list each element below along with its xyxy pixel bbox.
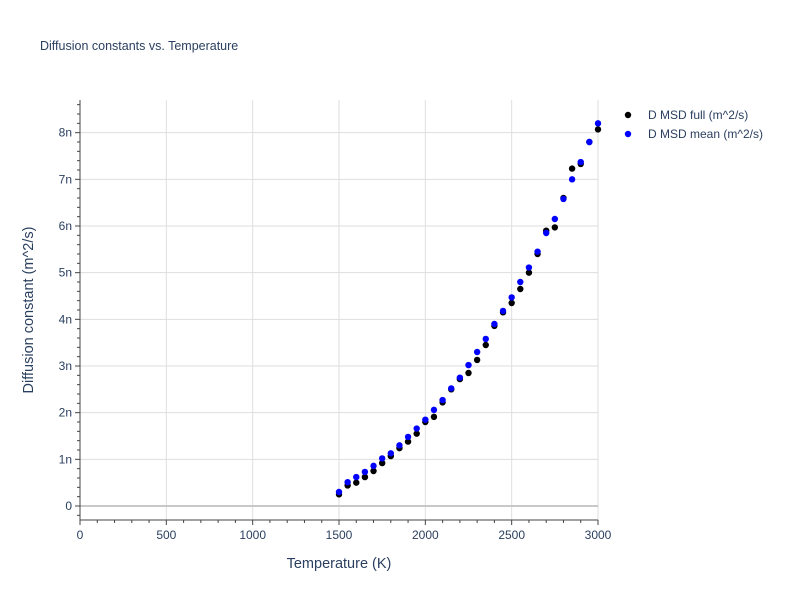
grid-lines — [80, 100, 599, 520]
data-point-d-msd-mean[interactable] — [413, 425, 420, 432]
data-point-d-msd-mean[interactable] — [344, 479, 351, 486]
y-tick-label: 8n — [59, 126, 72, 140]
data-point-d-msd-full[interactable] — [378, 459, 386, 467]
y-tick-label: 5n — [59, 266, 72, 280]
legend-marker[interactable] — [624, 130, 632, 138]
data-point-d-msd-full[interactable] — [465, 369, 472, 377]
y-tick-label: 3n — [59, 359, 72, 373]
data-point-d-msd-mean[interactable] — [517, 278, 524, 286]
data-point-d-msd-mean[interactable] — [499, 307, 507, 315]
y-tick-label: 2n — [59, 406, 72, 420]
y-tick-label: 6n — [59, 219, 72, 233]
data-point-d-msd-mean[interactable] — [465, 361, 472, 369]
data-point-d-msd-mean[interactable] — [370, 462, 377, 470]
data-point-d-msd-mean[interactable] — [525, 264, 533, 271]
y-tick-label: 4n — [59, 312, 72, 326]
data-point-d-msd-full[interactable] — [404, 438, 412, 445]
legend-label[interactable]: D MSD full (m^2/s) — [648, 108, 748, 122]
data-point-d-msd-full[interactable] — [353, 479, 360, 486]
data-point-d-msd-full[interactable] — [594, 126, 602, 133]
data-point-d-msd-full[interactable] — [413, 430, 420, 437]
y-tick-label: 0 — [65, 499, 72, 513]
data-point-d-msd-mean[interactable] — [577, 158, 584, 166]
data-point-d-msd-mean[interactable] — [482, 335, 489, 343]
x-tick-label: 500 — [156, 528, 176, 542]
x-tick-label: 2000 — [412, 528, 439, 542]
chart-title: Diffusion constants vs. Temperature — [40, 39, 238, 53]
data-point-d-msd-full[interactable] — [482, 341, 489, 349]
data-point-d-msd-mean[interactable] — [335, 488, 343, 496]
data-points[interactable] — [335, 120, 602, 498]
data-point-d-msd-mean[interactable] — [378, 455, 386, 462]
data-point-d-msd-mean[interactable] — [404, 433, 412, 441]
legend-marker[interactable] — [624, 111, 632, 119]
data-point-d-msd-mean[interactable] — [568, 176, 576, 183]
data-point-d-msd-mean[interactable] — [586, 138, 593, 146]
data-point-d-msd-full[interactable] — [430, 413, 438, 421]
axes: 0 500 1000 1500 2000 2500 3000 0 1n 2n 3n 4n 5n 6n 7n 8… — [59, 100, 612, 542]
data-point-d-msd-full[interactable] — [525, 269, 533, 276]
data-point-d-msd-mean[interactable] — [387, 450, 394, 457]
legend-label[interactable]: D MSD mean (m^2/s) — [648, 127, 763, 141]
data-point-d-msd-mean[interactable] — [491, 320, 498, 328]
data-point-d-msd-full[interactable] — [361, 473, 369, 481]
data-point-d-msd-mean[interactable] — [473, 348, 481, 356]
data-point-d-msd-mean[interactable] — [361, 468, 369, 476]
x-tick-label: 0 — [77, 528, 84, 542]
data-point-d-msd-full[interactable] — [473, 356, 481, 364]
data-point-d-msd-mean[interactable] — [439, 396, 446, 404]
data-point-d-msd-mean[interactable] — [594, 120, 602, 127]
y-tick-label: 1n — [59, 452, 72, 466]
data-point-d-msd-mean[interactable] — [508, 294, 515, 301]
x-tick-label: 1500 — [326, 528, 353, 542]
data-point-d-msd-mean[interactable] — [430, 406, 438, 414]
data-point-d-msd-full[interactable] — [568, 165, 576, 172]
data-point-d-msd-mean[interactable] — [353, 473, 360, 481]
y-axis-title: Diffusion constant (m^2/s) — [21, 227, 37, 394]
data-point-d-msd-mean[interactable] — [422, 416, 429, 423]
data-point-d-msd-mean[interactable] — [560, 195, 567, 203]
data-point-d-msd-full[interactable] — [551, 224, 559, 231]
data-point-d-msd-mean[interactable] — [534, 248, 541, 255]
data-point-d-msd-mean[interactable] — [448, 385, 455, 392]
x-axis-title: Temperature (K) — [287, 556, 392, 572]
y-tick-label: 7n — [59, 172, 72, 186]
legend[interactable]: D MSD full (m^2/s) D MSD mean (m^2/s) — [624, 108, 763, 141]
data-point-d-msd-full[interactable] — [508, 299, 515, 307]
x-tick-label: 1000 — [239, 528, 266, 542]
data-point-d-msd-mean[interactable] — [456, 374, 464, 381]
data-point-d-msd-full[interactable] — [370, 467, 377, 475]
data-point-d-msd-full[interactable] — [517, 285, 524, 293]
x-tick-label: 3000 — [585, 528, 612, 542]
data-point-d-msd-mean[interactable] — [396, 442, 403, 449]
data-point-d-msd-mean[interactable] — [551, 215, 559, 223]
data-point-d-msd-mean[interactable] — [543, 229, 550, 237]
x-tick-label: 2500 — [498, 528, 525, 542]
